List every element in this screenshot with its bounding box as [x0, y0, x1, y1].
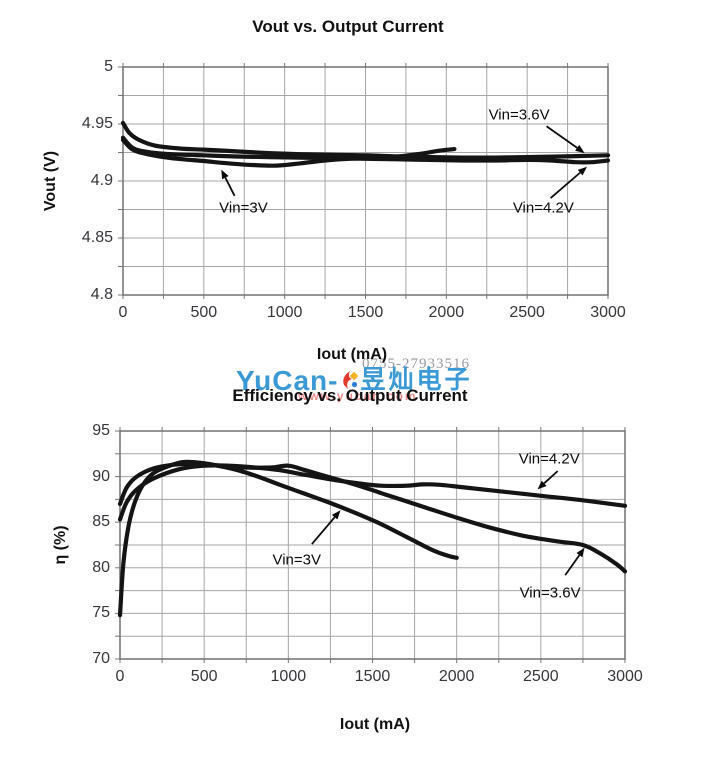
- watermark-brand: YuCan- 昱灿电子: [236, 360, 472, 399]
- annotation-arrowhead: [576, 547, 585, 558]
- series-curve-vin-3v: [120, 137, 457, 168]
- watermark-phone: 0755-27933516: [362, 356, 470, 372]
- annotation-arrow: [550, 171, 581, 199]
- series-curve-vin-3-6v: [120, 120, 611, 160]
- annotation-arrow: [564, 554, 581, 576]
- annotation-arrowhead: [331, 510, 341, 520]
- annotation-arrowhead: [221, 169, 229, 180]
- annotation-arrow: [224, 177, 236, 197]
- annotation-arrow: [546, 125, 578, 149]
- spark-icon: [339, 367, 359, 399]
- chart-1-group: [115, 427, 628, 663]
- watermark-brand-cjk: 昱灿电子: [360, 366, 473, 394]
- watermark-url: www.yucan.com: [298, 389, 418, 403]
- chart-0-group: [118, 63, 611, 299]
- annotation-arrowhead: [577, 166, 587, 176]
- annotation-arrow: [311, 516, 336, 545]
- plot-border: [119, 430, 626, 660]
- annotation-arrowhead: [575, 144, 585, 154]
- series-curve-vin-3v: [117, 459, 459, 618]
- annotation-arrowhead: [537, 480, 547, 490]
- watermark-brand-latin: YuCan-: [236, 365, 339, 396]
- plot-border: [122, 66, 609, 296]
- annotation-arrow: [543, 470, 559, 485]
- series-curve-vin-4-2v: [117, 463, 628, 522]
